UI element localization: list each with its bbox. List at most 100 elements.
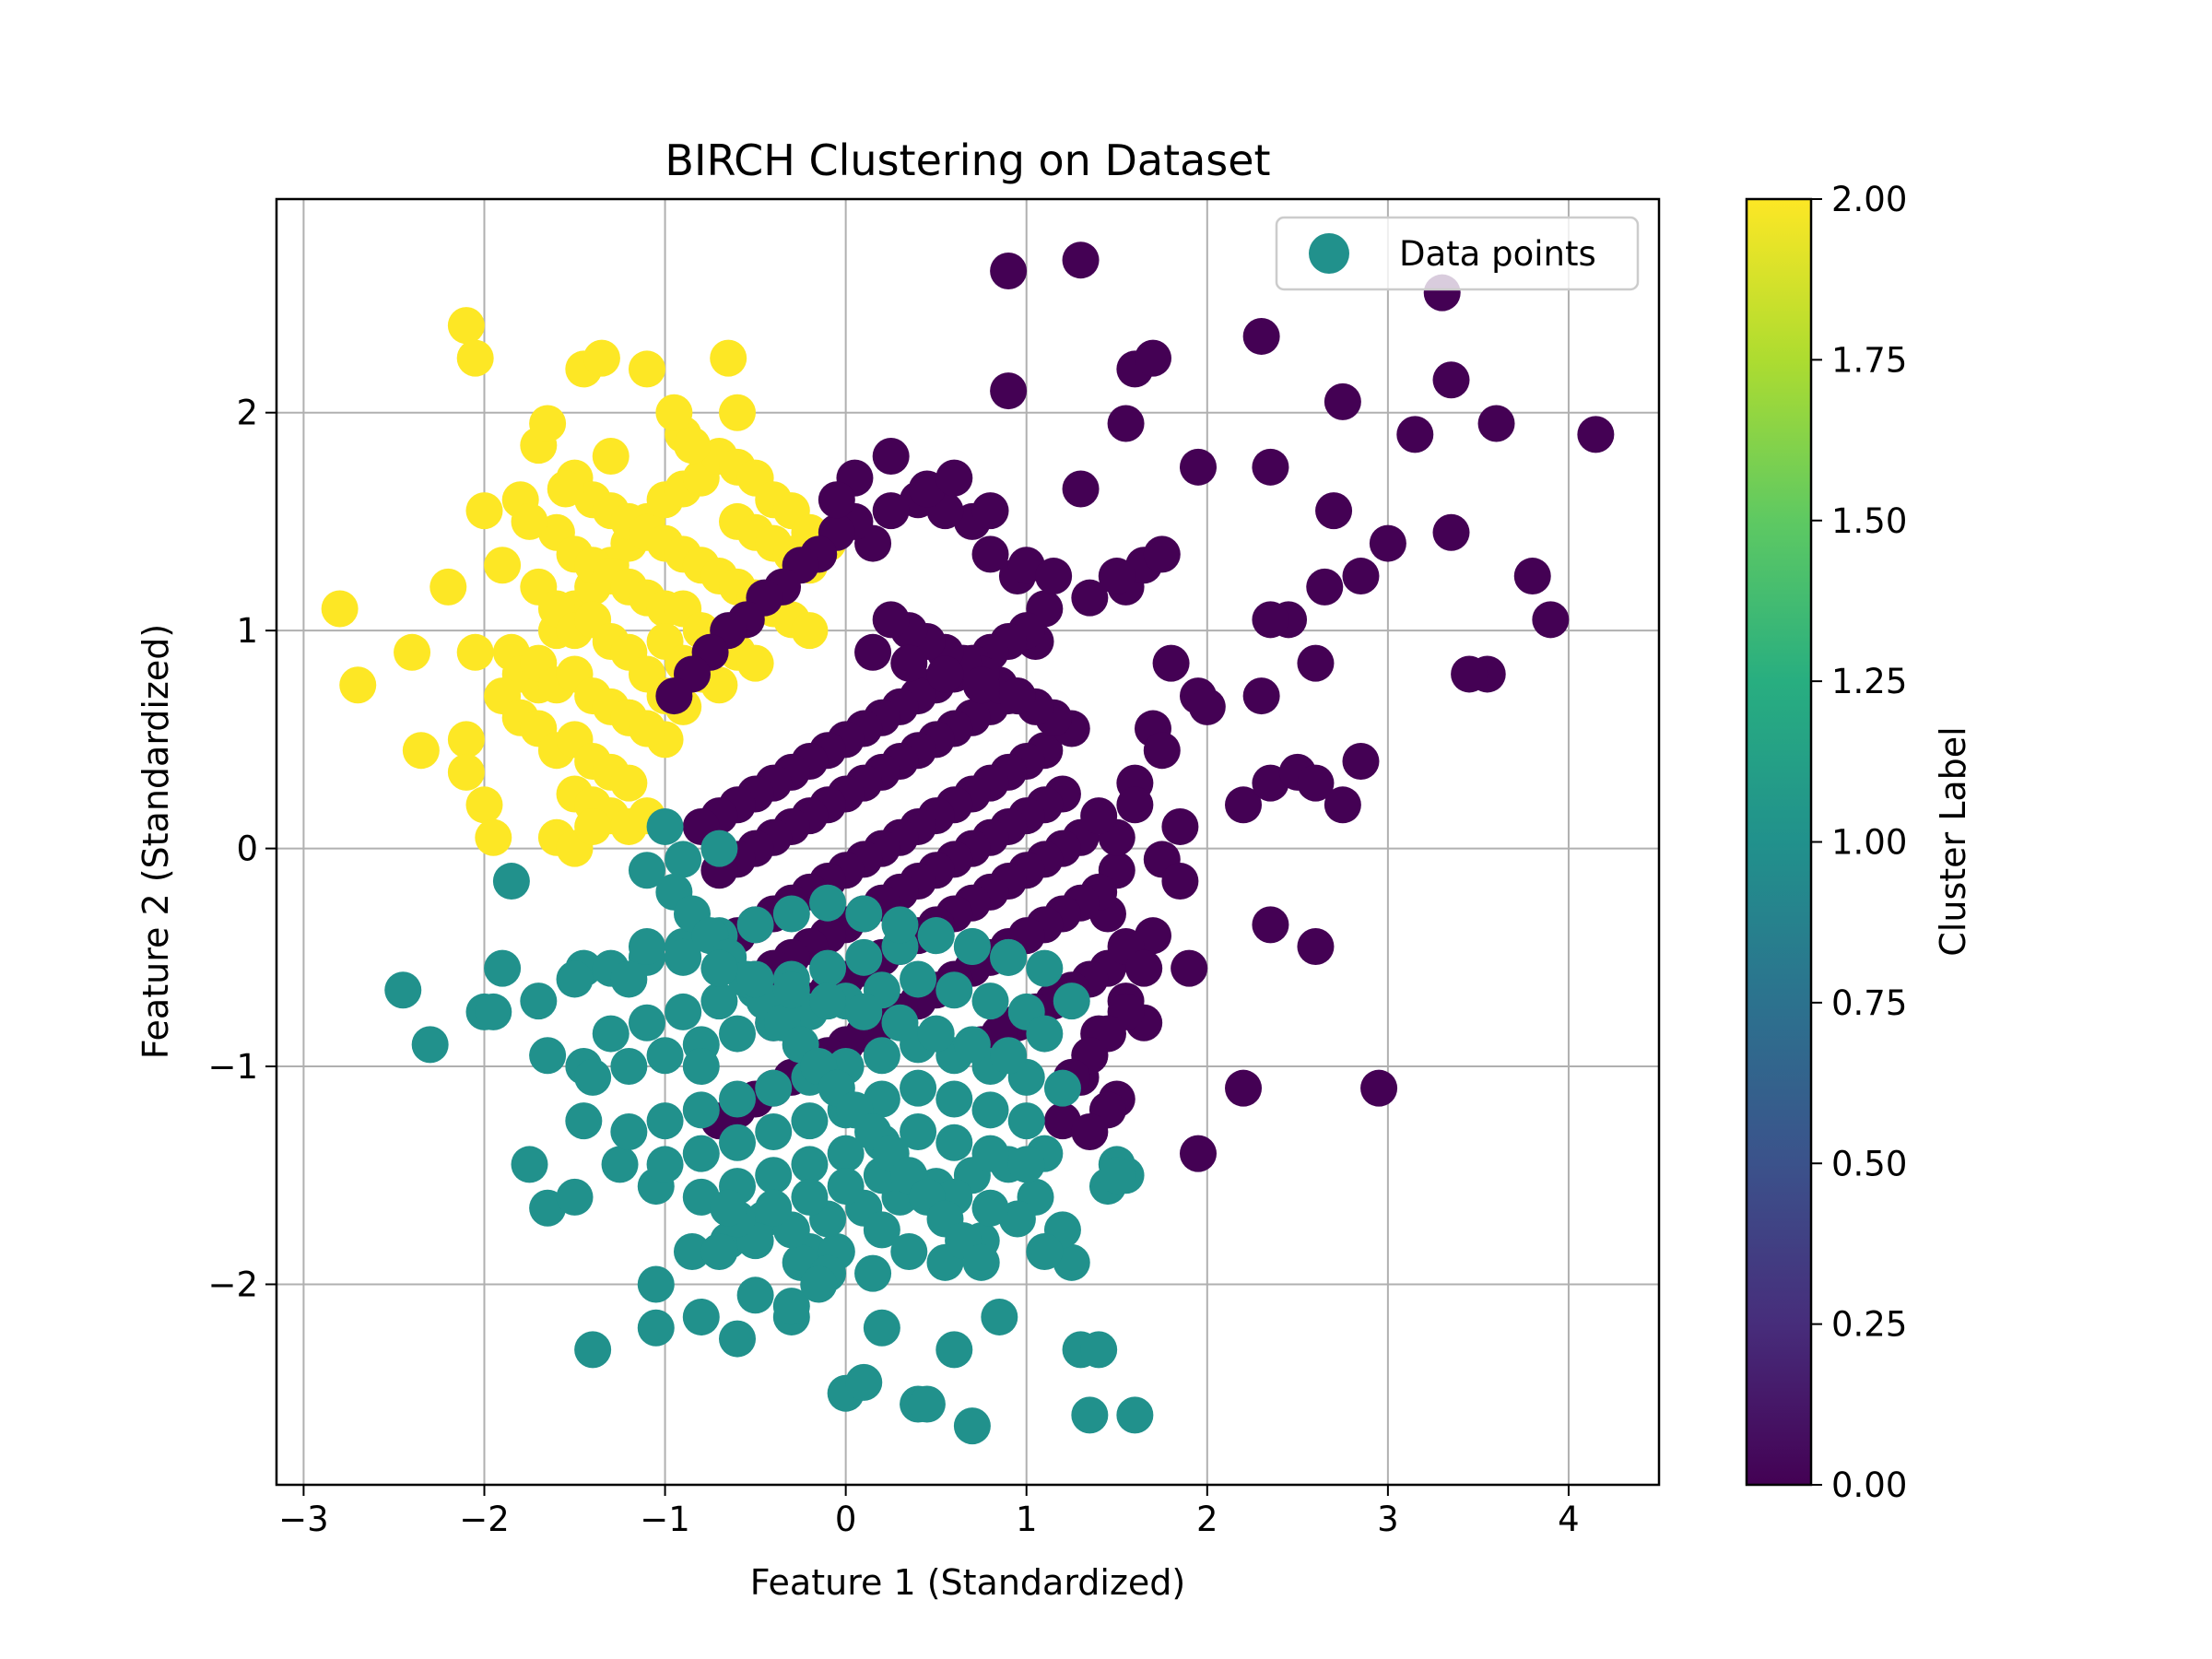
colorbar-tick-label: 0.50: [1831, 1144, 1907, 1183]
data-point-cluster-1: [971, 1135, 1009, 1172]
data-point-cluster-1: [791, 1146, 829, 1183]
data-point-cluster-2: [610, 764, 648, 802]
data-point-cluster-0: [1252, 448, 1289, 486]
data-point-cluster-0: [1432, 361, 1470, 399]
data-point-cluster-1: [736, 906, 774, 944]
data-point-cluster-1: [1116, 1396, 1154, 1434]
legend-box: [1275, 216, 1640, 291]
data-point-cluster-1: [772, 1288, 810, 1325]
data-point-cluster-0: [990, 372, 1028, 410]
data-point-cluster-0: [854, 633, 892, 671]
data-point-cluster-1: [1007, 1102, 1045, 1140]
data-point-cluster-1: [990, 1037, 1028, 1075]
data-point-cluster-2: [429, 568, 467, 606]
data-point-cluster-2: [719, 394, 756, 431]
x-tick-label: 0: [835, 1500, 857, 1539]
data-point-cluster-1: [1007, 1146, 1045, 1183]
data-point-cluster-1: [565, 1102, 603, 1140]
data-point-cluster-2: [582, 339, 620, 377]
data-point-cluster-1: [809, 884, 847, 922]
data-point-cluster-2: [791, 612, 829, 650]
data-point-cluster-2: [475, 818, 512, 856]
data-point-cluster-0: [1188, 688, 1226, 725]
colorbar-gradient: [1747, 199, 1811, 1485]
data-point-cluster-2: [456, 339, 494, 377]
data-point-cluster-1: [682, 1135, 720, 1172]
data-point-cluster-0: [872, 601, 910, 639]
y-tick-label: 2: [236, 394, 258, 433]
data-point-cluster-2: [394, 633, 431, 671]
data-point-cluster-1: [646, 1146, 684, 1183]
data-point-cluster-1: [800, 1265, 838, 1303]
data-point-cluster-1: [384, 971, 422, 1009]
data-point-cluster-1: [863, 1037, 900, 1075]
data-point-cluster-1: [953, 1026, 991, 1064]
data-point-cluster-0: [926, 655, 964, 693]
data-point-cluster-1: [809, 949, 847, 987]
data-point-cluster-2: [547, 470, 584, 508]
data-point-cluster-2: [447, 721, 485, 759]
data-point-cluster-1: [845, 895, 883, 933]
x-tick-label: −1: [640, 1500, 690, 1539]
data-point-cluster-2: [465, 786, 503, 824]
data-point-cluster-0: [1098, 558, 1135, 595]
x-tick-label: 1: [1016, 1500, 1038, 1539]
data-point-cluster-1: [682, 1298, 720, 1335]
data-point-cluster-1: [845, 993, 883, 1030]
data-point-cluster-1: [665, 841, 702, 878]
data-point-cluster-0: [1161, 807, 1199, 845]
data-point-cluster-0: [1171, 949, 1208, 987]
data-point-cluster-1: [917, 1015, 955, 1053]
data-point-cluster-1: [845, 938, 883, 976]
data-point-cluster-1: [863, 1211, 900, 1249]
scatter-points: [321, 241, 1615, 1445]
data-point-cluster-0: [872, 438, 910, 475]
data-point-cluster-2: [447, 753, 485, 791]
colorbar-tick-label: 1.00: [1831, 823, 1907, 863]
data-point-cluster-1: [755, 1157, 793, 1194]
data-point-cluster-1: [1026, 1233, 1064, 1271]
data-point-cluster-1: [981, 1298, 1018, 1335]
legend: Data points: [1275, 216, 1640, 291]
data-point-cluster-0: [1324, 382, 1361, 420]
data-point-cluster-1: [484, 949, 522, 987]
data-point-cluster-0: [1180, 448, 1217, 486]
data-point-cluster-2: [402, 732, 440, 770]
data-point-cluster-2: [736, 644, 774, 682]
data-point-cluster-1: [845, 1363, 883, 1401]
data-point-cluster-2: [511, 502, 548, 540]
data-point-cluster-0: [1324, 786, 1361, 824]
data-point-cluster-1: [556, 960, 594, 998]
data-point-cluster-1: [719, 1124, 756, 1161]
data-point-cluster-1: [755, 1069, 793, 1107]
data-point-cluster-1: [900, 1069, 937, 1107]
data-point-cluster-0: [990, 253, 1028, 290]
data-point-cluster-2: [628, 350, 665, 388]
data-point-cluster-1: [646, 807, 684, 845]
y-tick-label: −2: [207, 1265, 258, 1304]
data-point-cluster-1: [827, 1168, 865, 1206]
data-point-cluster-0: [818, 481, 855, 519]
data-point-cluster-0: [1225, 786, 1263, 824]
data-point-cluster-1: [628, 852, 665, 889]
data-point-cluster-1: [935, 971, 973, 1009]
data-point-cluster-2: [456, 633, 494, 671]
data-point-cluster-2: [339, 666, 377, 704]
data-point-cluster-1: [953, 1407, 991, 1445]
x-axis-label: Feature 1 (Standardized): [750, 1562, 1185, 1603]
y-tick-label: −1: [207, 1047, 258, 1087]
legend-label: Data points: [1399, 234, 1596, 274]
data-point-cluster-1: [971, 982, 1009, 1020]
data-point-cluster-0: [1297, 927, 1335, 965]
data-point-cluster-1: [719, 1080, 756, 1118]
data-point-cluster-1: [953, 927, 991, 965]
data-point-cluster-0: [1451, 655, 1488, 693]
data-point-cluster-1: [755, 1189, 793, 1227]
data-point-cluster-1: [574, 1331, 612, 1369]
data-point-cluster-1: [791, 1102, 829, 1140]
data-point-cluster-1: [962, 1243, 1000, 1281]
data-point-cluster-1: [736, 960, 774, 998]
data-point-cluster-1: [990, 938, 1028, 976]
x-tick-label: 2: [1196, 1500, 1218, 1539]
data-point-cluster-1: [971, 1091, 1009, 1129]
